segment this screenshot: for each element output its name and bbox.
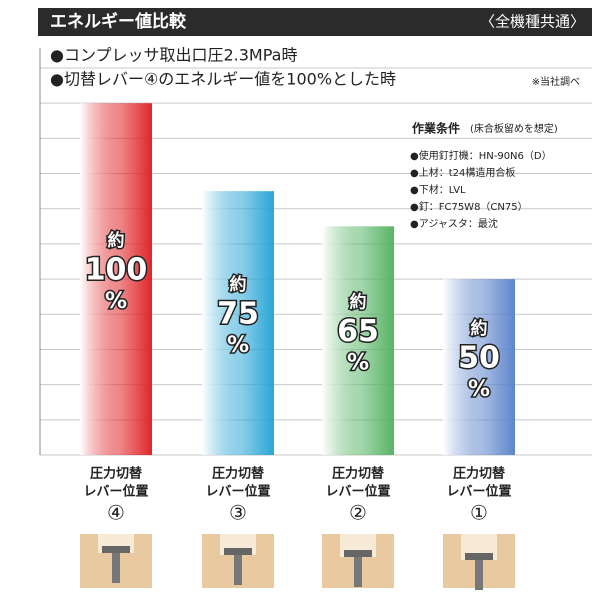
nail-shank (234, 555, 242, 585)
conditions-box (402, 116, 588, 240)
source-note: ※当社調べ (532, 75, 580, 88)
nail-shank (112, 553, 120, 583)
value-label: 100 (85, 253, 148, 288)
x-label-line: 圧力切替 (212, 466, 265, 482)
x-tick-label: ① (470, 501, 488, 525)
value-suffix: % (105, 289, 127, 314)
nail-head (344, 550, 372, 557)
note: ●コンプレッサ取出口圧2.3MPa時 (50, 46, 297, 65)
condition-item: ●アジャスタ：最沈 (410, 217, 498, 230)
value-prefix: 約 (230, 274, 247, 295)
value-prefix: 約 (350, 292, 367, 313)
note: ●切替レバー④のエネルギー値を100%とした時 (50, 70, 396, 89)
value-suffix: % (227, 333, 249, 358)
x-label-line: レバー位置 (446, 484, 511, 500)
x-tick-label: ③ (229, 501, 247, 525)
value-label: 75 (217, 297, 259, 332)
x-label-line: レバー位置 (205, 484, 270, 500)
value-label: 65 (337, 314, 379, 349)
x-tick-label: ④ (107, 501, 125, 525)
value-suffix: % (347, 351, 369, 376)
value-prefix: 約 (108, 230, 125, 251)
nail-head (102, 546, 130, 553)
bar (80, 103, 152, 455)
condition-item: ●上材：t24構造用合板 (410, 166, 515, 179)
conditions-title: 作業条件 (412, 121, 460, 136)
bar (322, 226, 394, 455)
condition-item: ●釘：FC75W8（CN75） (410, 200, 528, 213)
x-label-line: レバー位置 (83, 484, 148, 500)
value-prefix: 約 (471, 318, 488, 339)
chart-subtitle: 〈全機種共通〉 (480, 13, 585, 31)
nail-head (465, 553, 493, 560)
bar (202, 191, 274, 456)
conditions-subtitle: (床合板留めを想定) (470, 122, 558, 135)
x-label-line: レバー位置 (325, 484, 390, 500)
nail-shank (475, 560, 483, 590)
value-suffix: % (468, 377, 490, 402)
x-label-line: 圧力切替 (332, 466, 385, 482)
value-label: 50 (458, 341, 500, 376)
x-tick-label: ② (349, 501, 367, 525)
chart-title: エネルギー値比較 (50, 11, 187, 32)
nail-shank (354, 557, 362, 587)
nail-head (224, 548, 252, 555)
x-label-line: 圧力切替 (453, 466, 506, 482)
condition-item: ●使用釘打機：HN-90N6（D） (410, 149, 552, 162)
bar (443, 279, 515, 455)
condition-item: ●下材：LVL (410, 183, 466, 196)
header-bar (38, 8, 592, 36)
x-label-line: 圧力切替 (90, 466, 143, 482)
